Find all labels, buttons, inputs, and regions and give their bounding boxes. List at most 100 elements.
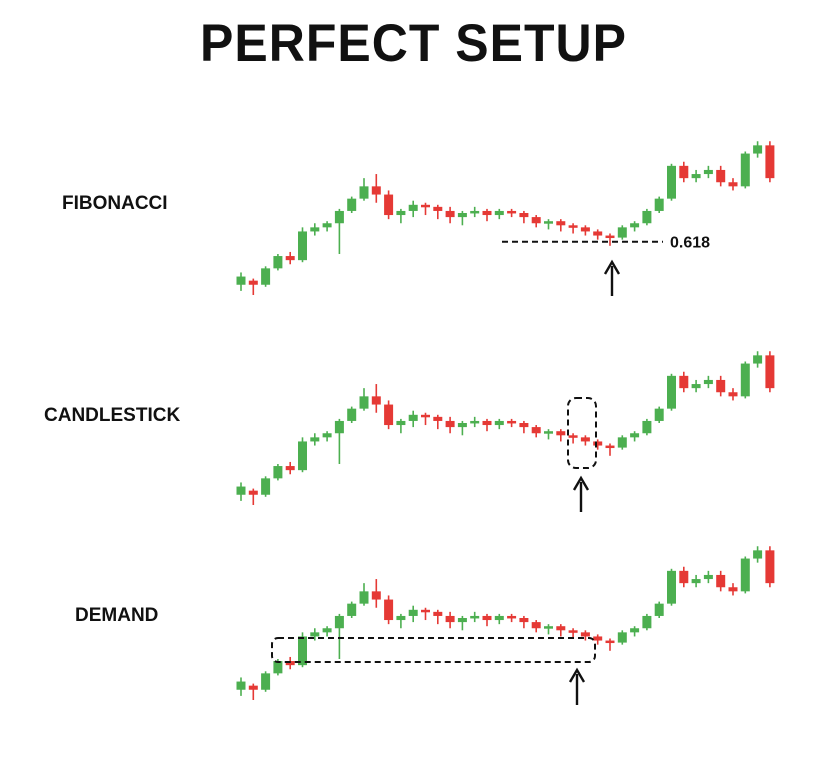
candle-body xyxy=(753,355,763,364)
candle-body xyxy=(248,685,258,690)
candle-body xyxy=(384,404,394,426)
candle-body xyxy=(359,186,369,199)
candle-body xyxy=(445,420,455,428)
candle-body xyxy=(679,375,689,389)
fibonacci-level-label: 0.618 xyxy=(670,235,710,252)
candle-body xyxy=(642,210,652,224)
candle-body xyxy=(740,153,750,187)
candle-body xyxy=(556,221,566,226)
candle-body xyxy=(765,355,775,389)
candle-body xyxy=(765,550,775,584)
candle-body xyxy=(716,379,726,393)
candle-body xyxy=(568,225,578,228)
candle-body xyxy=(556,431,566,436)
candle-body xyxy=(310,632,320,637)
candle-body xyxy=(667,570,676,604)
candle-body xyxy=(593,441,603,446)
candle-body xyxy=(507,210,517,214)
candle-body xyxy=(544,221,553,224)
candle-body xyxy=(716,169,726,183)
candle-body xyxy=(334,615,344,629)
candle-body xyxy=(642,615,652,629)
panel-label-fibonacci: FIBONACCI xyxy=(62,193,168,214)
candle-body xyxy=(507,420,517,424)
candle-body xyxy=(580,437,590,442)
panel-label-demand: DEMAND xyxy=(75,605,159,626)
candle-body xyxy=(457,213,467,218)
candle-body xyxy=(396,420,406,426)
candle-body xyxy=(531,217,541,224)
candle-body xyxy=(322,223,332,228)
candle-body xyxy=(371,396,381,405)
candle-body xyxy=(457,618,467,623)
candle-body xyxy=(580,227,590,232)
candle-body xyxy=(740,363,750,397)
candle-body xyxy=(273,466,283,479)
candle-body xyxy=(470,615,480,619)
candle-body xyxy=(310,437,320,442)
candle-body xyxy=(703,379,713,385)
candle-body xyxy=(494,210,504,216)
candle-body xyxy=(531,622,541,629)
candle-body xyxy=(470,420,480,424)
candle-body xyxy=(691,384,701,389)
candle-body xyxy=(261,268,271,285)
candle-body xyxy=(494,420,504,426)
candle-body xyxy=(261,478,271,495)
candle-body xyxy=(617,632,627,643)
candle-body xyxy=(568,630,578,633)
candle-body xyxy=(445,615,455,623)
candle-body xyxy=(507,615,517,619)
candle-body xyxy=(580,632,590,637)
demand-chart xyxy=(236,546,775,705)
candle-body xyxy=(605,445,615,449)
candle-body xyxy=(728,392,738,397)
candle-body xyxy=(421,414,430,418)
candle-body xyxy=(556,626,566,631)
candle-body xyxy=(519,618,529,623)
candle-body xyxy=(703,169,713,175)
candle-body xyxy=(519,213,529,218)
candle-body xyxy=(384,194,394,216)
candle-body xyxy=(384,599,394,621)
candle-body xyxy=(630,223,640,228)
candle-body xyxy=(371,186,381,195)
candle-body xyxy=(667,375,676,409)
candlestick-chart xyxy=(236,351,775,512)
candle-body xyxy=(408,204,418,211)
candle-body xyxy=(322,433,332,438)
candle-body xyxy=(482,615,492,621)
candle-body xyxy=(248,490,258,495)
candle-body xyxy=(408,414,418,421)
candle-body xyxy=(236,486,246,495)
candle-body xyxy=(470,210,480,214)
candle-body xyxy=(494,615,504,621)
candle-body xyxy=(753,145,763,154)
candle-body xyxy=(433,416,443,421)
candle-body xyxy=(617,437,627,448)
candle-body xyxy=(334,210,344,224)
candle-body xyxy=(593,636,603,641)
candle-body xyxy=(740,558,750,592)
candle-body xyxy=(544,626,553,629)
candle-body xyxy=(691,174,701,179)
candle-body xyxy=(703,574,713,580)
candle-body xyxy=(298,636,307,666)
candle-body xyxy=(347,408,357,421)
candle-body xyxy=(617,227,627,238)
candle-body xyxy=(273,256,283,269)
candle-body xyxy=(482,210,492,216)
candle-body xyxy=(273,661,283,674)
candle-body xyxy=(396,615,406,621)
candle-body xyxy=(359,396,369,409)
candle-body xyxy=(285,661,295,666)
demand-zone-box xyxy=(271,637,596,663)
candle-body xyxy=(679,570,689,584)
candle-body xyxy=(248,280,258,285)
candle-body xyxy=(236,276,246,285)
candle-body xyxy=(630,628,640,633)
candle-body xyxy=(236,681,246,690)
candle-body xyxy=(654,198,664,211)
candle-body xyxy=(765,145,775,179)
